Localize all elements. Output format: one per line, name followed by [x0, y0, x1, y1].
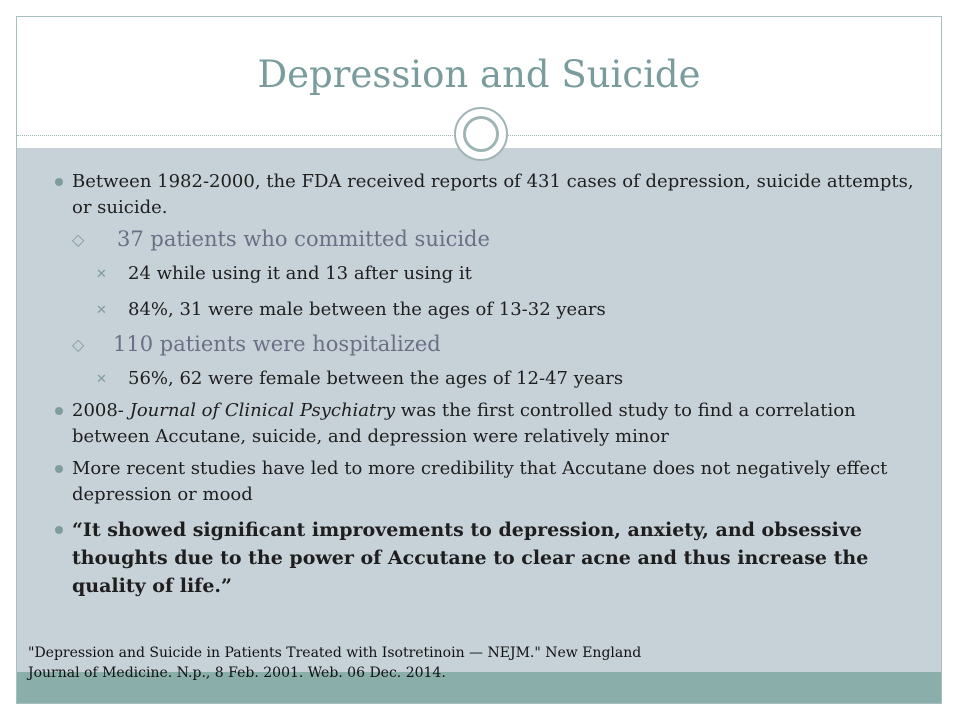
list-item: ✕ 56%, 62 were female between the ages o…	[53, 366, 933, 392]
list-item-text: 37 patients who committed suicide	[117, 227, 490, 251]
list-item-prefix: 2008-	[72, 400, 130, 421]
list-item-text: Between 1982-2000, the FDA received repo…	[72, 171, 914, 218]
circle-ornament-icon	[454, 107, 508, 161]
quote-text: “It showed significant improvements to d…	[72, 519, 869, 597]
reference-line: Journal of Medicine. N.p., 8 Feb. 2001. …	[28, 665, 446, 681]
bullet-list: Between 1982-2000, the FDA received repo…	[53, 169, 933, 600]
list-item-text: 56%, 62 were female between the ages of …	[128, 368, 624, 389]
x-bullet-icon: ✕	[96, 267, 107, 282]
list-item-text: 84%, 31 were male between the ages of 13…	[128, 299, 606, 320]
diamond-bullet-icon: ◇	[72, 335, 85, 354]
bullet-dot-icon	[55, 526, 63, 534]
bullet-dot-icon	[55, 465, 63, 473]
bottom-band	[17, 672, 941, 703]
reference-line: "Depression and Suicide in Patients Trea…	[28, 645, 642, 661]
list-item-text: More recent studies have led to more cre…	[72, 458, 888, 505]
slide-title: Depression and Suicide	[257, 53, 701, 96]
bullet-dot-icon	[55, 407, 63, 415]
journal-name: Journal of Clinical Psychiatry	[129, 400, 396, 421]
list-item: Between 1982-2000, the FDA received repo…	[53, 169, 933, 221]
list-item: 2008- Journal of Clinical Psychiatry was…	[53, 398, 933, 450]
list-item-text: was the first controlled study to find a…	[72, 400, 856, 447]
list-item-text: 24 while using it and 13 after using it	[128, 263, 472, 284]
diamond-bullet-icon: ◇	[72, 230, 85, 249]
list-item-text: 110 patients were hospitalized	[113, 332, 441, 356]
x-bullet-icon: ✕	[96, 303, 107, 318]
list-item: ✕ 84%, 31 were male between the ages of …	[53, 297, 933, 323]
slide: Depression and Suicide Between 1982-2000…	[16, 16, 942, 704]
list-item: ◇ 110 patients were hospitalized	[53, 330, 933, 358]
list-item: ✕ 24 while using it and 13 after using i…	[53, 261, 933, 287]
list-item: ◇ 37 patients who committed suicide	[53, 225, 933, 253]
quote-item: “It showed significant improvements to d…	[53, 516, 933, 600]
bullet-dot-icon	[55, 178, 63, 186]
x-bullet-icon: ✕	[96, 372, 107, 387]
list-item: More recent studies have led to more cre…	[53, 456, 933, 508]
inner-ring	[463, 116, 499, 152]
reference-citation: "Depression and Suicide in Patients Trea…	[28, 643, 788, 683]
content-panel	[17, 148, 941, 672]
